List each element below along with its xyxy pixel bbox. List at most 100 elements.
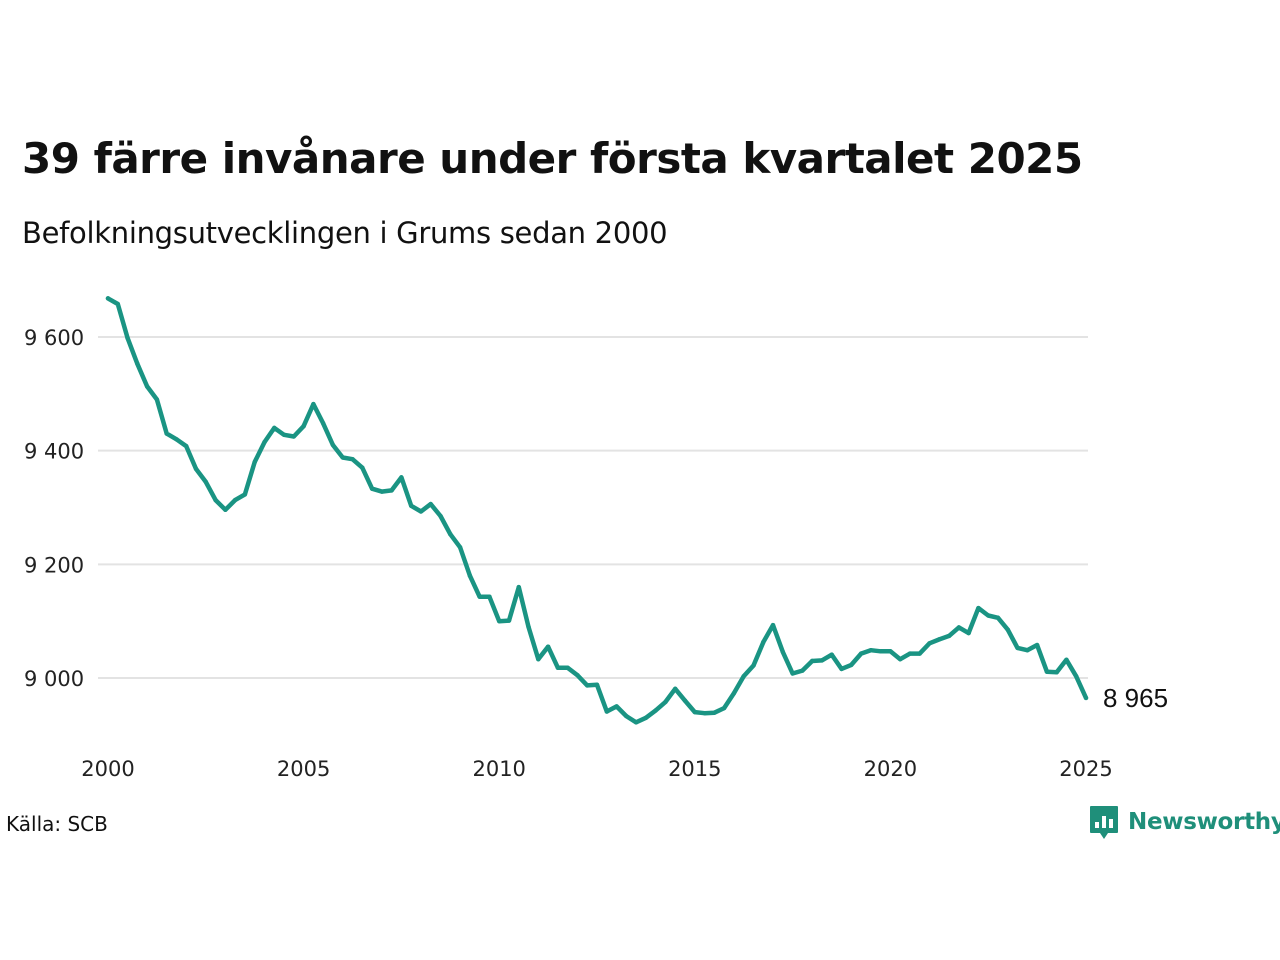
y-tick-label: 9 400 bbox=[24, 440, 84, 464]
data-point bbox=[849, 662, 854, 668]
data-point bbox=[242, 492, 248, 497]
data-point bbox=[741, 674, 746, 679]
data-point bbox=[995, 615, 1001, 620]
x-tick-label: 2010 bbox=[472, 757, 525, 781]
y-tick-label: 9 000 bbox=[24, 667, 84, 691]
data-point bbox=[291, 434, 297, 439]
data-point bbox=[809, 658, 815, 664]
data-point bbox=[272, 425, 277, 431]
data-point bbox=[301, 424, 306, 429]
last-value-label: 8 965 bbox=[1103, 683, 1168, 713]
data-point bbox=[252, 459, 257, 465]
data-point bbox=[105, 296, 111, 301]
data-point bbox=[976, 605, 981, 611]
data-point bbox=[438, 513, 443, 519]
data-point bbox=[614, 704, 619, 709]
data-point bbox=[135, 361, 140, 366]
data-point bbox=[203, 479, 208, 485]
data-point bbox=[360, 465, 365, 470]
data-point bbox=[721, 705, 727, 711]
data-point bbox=[545, 644, 551, 649]
data-point bbox=[536, 657, 541, 662]
data-point bbox=[653, 708, 658, 713]
data-point bbox=[262, 439, 267, 445]
data-point bbox=[702, 711, 707, 716]
data-point bbox=[761, 639, 766, 645]
source-note: Källa: SCB bbox=[6, 812, 108, 836]
data-point bbox=[624, 713, 629, 719]
data-point bbox=[731, 691, 737, 696]
data-point bbox=[408, 503, 414, 508]
data-point bbox=[555, 665, 561, 670]
x-tick-label: 2005 bbox=[277, 757, 330, 781]
data-point bbox=[399, 475, 404, 480]
data-point bbox=[643, 715, 649, 720]
data-point bbox=[829, 652, 834, 657]
brand-logo[interactable]: Newsworthy bbox=[1088, 802, 1280, 842]
data-point bbox=[633, 720, 639, 725]
data-point bbox=[379, 489, 385, 494]
data-point bbox=[281, 432, 287, 437]
data-point bbox=[428, 501, 433, 507]
x-tick-label: 2025 bbox=[1059, 757, 1112, 781]
y-tick-label: 9 200 bbox=[24, 553, 84, 577]
data-point bbox=[937, 637, 942, 642]
data-point bbox=[144, 384, 150, 389]
data-point bbox=[565, 665, 570, 670]
data-point bbox=[506, 618, 512, 623]
data-point bbox=[1074, 674, 1079, 679]
data-point bbox=[448, 532, 453, 537]
data-point bbox=[907, 651, 913, 656]
series-layer bbox=[105, 296, 1089, 725]
data-point bbox=[594, 682, 600, 688]
data-point bbox=[497, 618, 502, 624]
data-point bbox=[1005, 627, 1010, 632]
data-point bbox=[868, 647, 874, 653]
data-point bbox=[751, 663, 756, 668]
data-point bbox=[213, 497, 218, 503]
x-axis-ticks: 2000 2005 2010 2015 2020 2025 bbox=[81, 757, 1112, 781]
data-point bbox=[457, 545, 463, 550]
data-point bbox=[330, 442, 336, 448]
data-point bbox=[770, 622, 776, 628]
data-point bbox=[682, 698, 688, 703]
data-point bbox=[1054, 670, 1059, 675]
data-point bbox=[1083, 695, 1089, 701]
data-point bbox=[819, 658, 825, 663]
gridlines bbox=[98, 336, 1088, 679]
data-point bbox=[692, 709, 697, 715]
data-point bbox=[477, 594, 482, 599]
data-point bbox=[956, 625, 962, 630]
data-point bbox=[154, 397, 160, 402]
data-point bbox=[986, 613, 991, 618]
data-point bbox=[800, 668, 805, 673]
data-point bbox=[193, 466, 199, 472]
data-point bbox=[320, 421, 326, 426]
data-point bbox=[418, 509, 424, 514]
data-point bbox=[927, 641, 932, 646]
data-point bbox=[858, 651, 864, 656]
data-point bbox=[516, 584, 521, 590]
data-point bbox=[604, 709, 609, 714]
data-point bbox=[897, 657, 903, 662]
y-tick-label: 9 600 bbox=[24, 326, 84, 350]
data-point bbox=[174, 437, 179, 442]
newsworthy-logo-icon bbox=[1090, 806, 1118, 839]
data-point bbox=[575, 672, 580, 678]
data-point bbox=[223, 507, 228, 512]
data-point bbox=[712, 710, 717, 715]
annotation-layer: 8 965 bbox=[1103, 683, 1168, 713]
data-point bbox=[350, 456, 355, 462]
data-point bbox=[369, 486, 375, 491]
data-point bbox=[1034, 642, 1040, 648]
x-tick-label: 2000 bbox=[81, 757, 134, 781]
data-point bbox=[526, 624, 531, 630]
data-point bbox=[125, 335, 130, 341]
data-point bbox=[232, 497, 238, 503]
series-line bbox=[105, 296, 1089, 725]
data-point bbox=[585, 683, 590, 688]
data-point bbox=[780, 649, 786, 655]
y-axis-ticks: 9 000 9 200 9 400 9 600 bbox=[24, 326, 84, 691]
data-point bbox=[467, 573, 473, 578]
x-tick-label: 2015 bbox=[668, 757, 721, 781]
